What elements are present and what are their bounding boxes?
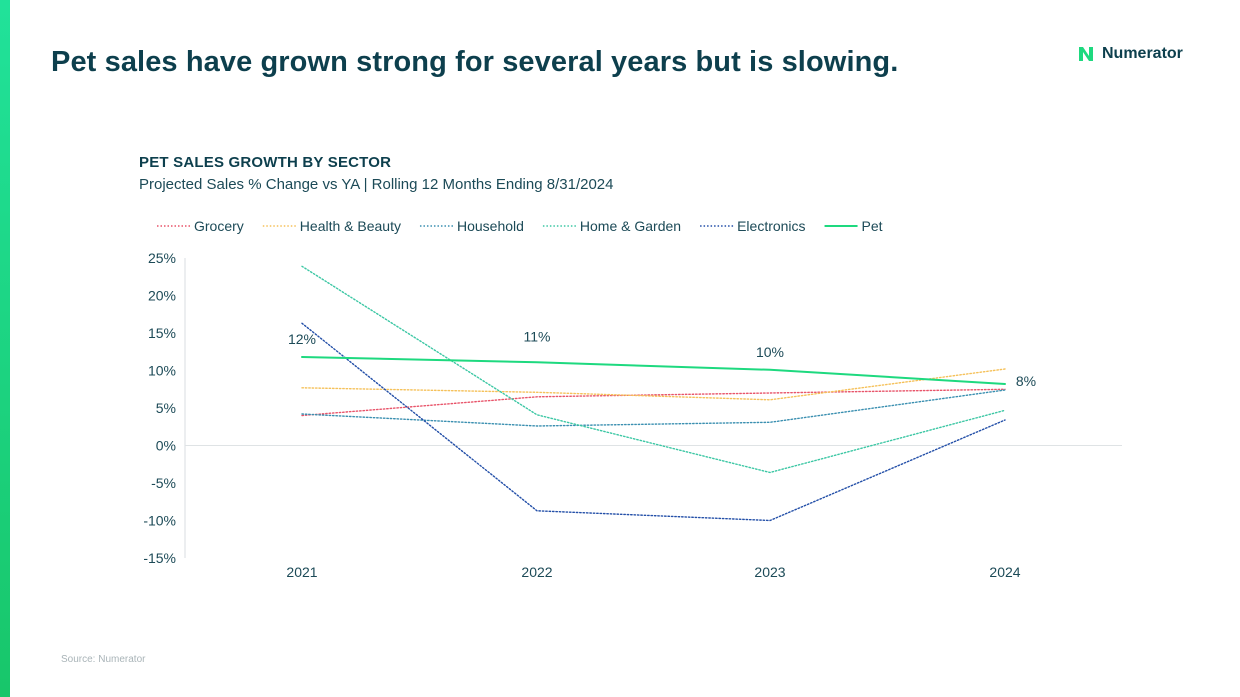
y-tick-label: 20% (148, 288, 176, 304)
x-tick-label: 2024 (989, 564, 1020, 580)
y-tick-label: -10% (143, 513, 176, 529)
data-label-pet: 11% (524, 328, 551, 344)
y-tick-label: 0% (156, 438, 176, 454)
x-tick-label: 2022 (521, 564, 552, 580)
chart-subtitle: Projected Sales % Change vs YA | Rolling… (139, 176, 614, 193)
y-tick-label: 5% (156, 400, 176, 416)
legend-label: Health & Beauty (300, 218, 401, 234)
legend-item-health-and-beauty: Health & Beauty (262, 218, 401, 234)
chart-series (301, 265, 1006, 522)
accent-bar (0, 0, 10, 697)
series-line-electronics (301, 322, 1006, 522)
legend-item-grocery: Grocery (157, 218, 244, 234)
legend-item-electronics: Electronics (700, 218, 806, 234)
data-label-pet: 12% (288, 331, 316, 347)
series-line-pet (301, 356, 1006, 385)
y-tick-label: -5% (151, 475, 176, 491)
source-note: Source: Numerator (61, 654, 146, 665)
series-line-grocery (301, 388, 1006, 417)
legend-label: Grocery (194, 218, 244, 234)
chart-title: PET SALES GROWTH BY SECTOR (139, 154, 392, 171)
chart-legend: Grocery Health & Beauty Household Home & Ga… (157, 218, 883, 234)
data-label-pet: 8% (1016, 373, 1036, 389)
legend-label: Home & Garden (580, 218, 681, 234)
legend-item-home-and-garden: Home & Garden (542, 218, 681, 234)
numerator-logo: Numerator (1076, 44, 1183, 64)
series-line-household (301, 389, 1006, 427)
legend-label: Household (457, 218, 524, 234)
chart-axes: 25% 20% 15% 10% 5% 0% -5% -10% -15% 2021 2022 2023 2… (143, 250, 1122, 580)
logo-text: Numerator (1102, 45, 1183, 62)
data-label-pet: 10% (756, 344, 784, 360)
chart-data-labels: 12% 11% 10% 8% (288, 328, 1036, 389)
y-tick-label: 10% (148, 363, 176, 379)
y-tick-label: -15% (143, 550, 176, 566)
legend-label: Electronics (737, 218, 805, 234)
y-tick-label: 15% (148, 325, 176, 341)
legend-item-pet: Pet (824, 218, 883, 234)
legend-item-household: Household (419, 218, 524, 234)
y-tick-label: 25% (148, 250, 176, 266)
legend-label: Pet (862, 218, 883, 234)
x-tick-label: 2021 (286, 564, 317, 580)
page-title: Pet sales have grown strong for several … (51, 46, 899, 78)
series-line-home-and-garden (301, 265, 1006, 474)
x-tick-label: 2023 (754, 564, 785, 580)
series-line-health-and-beauty (301, 368, 1006, 401)
numerator-logo-icon (1079, 47, 1093, 61)
